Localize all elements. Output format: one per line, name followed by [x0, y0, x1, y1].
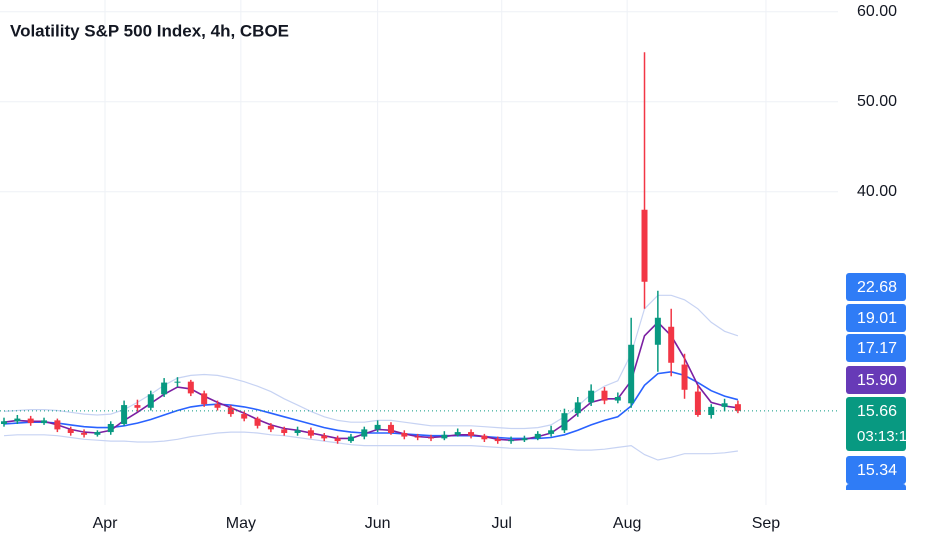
price-label-box — [846, 397, 906, 451]
candle-body — [721, 403, 728, 407]
candle-body — [121, 405, 128, 424]
countdown-label: 03:13:17 — [857, 428, 915, 445]
candle-body — [574, 402, 581, 414]
price-axis: 40.00 50.00 60.00 22.68 19.01 17.17 15.90 15.66… — [846, 3, 915, 507]
price-label: 15.66 — [857, 403, 897, 420]
candle-body — [681, 364, 688, 390]
price-label-box — [846, 334, 906, 362]
price-label: 17.17 — [857, 340, 897, 357]
candle-body — [281, 429, 288, 433]
y-tick-label: 50.00 — [857, 93, 897, 110]
x-tick-label: Jul — [492, 515, 512, 532]
candle-body — [734, 404, 741, 411]
candle-body — [227, 407, 234, 415]
grid — [0, 0, 838, 505]
candle-body — [387, 424, 394, 433]
chart-title: Volatility S&P 500 Index, 4h, CBOE — [10, 21, 289, 40]
candle-body — [654, 317, 661, 345]
candle-body — [214, 404, 221, 408]
candle-body — [174, 381, 181, 383]
candle-body — [81, 432, 88, 435]
candle-body — [27, 418, 34, 424]
candle-body — [14, 418, 21, 422]
price-label: 11.66 — [857, 490, 896, 507]
candle-body — [107, 423, 114, 433]
candle-body — [401, 432, 408, 437]
candle-body — [147, 394, 154, 408]
price-label-box — [846, 484, 906, 490]
candle-body — [307, 430, 314, 436]
candle-body — [161, 382, 168, 395]
candle-body — [468, 432, 475, 436]
candle-body — [588, 390, 595, 403]
indicator-line — [3, 370, 739, 440]
price-label-box — [846, 304, 906, 332]
price-label-box — [846, 456, 906, 484]
candle-body — [361, 429, 368, 437]
candle-body — [481, 435, 488, 440]
candle-body — [454, 432, 461, 435]
candle-body — [1, 421, 8, 424]
candle-body — [441, 434, 448, 439]
candle-body — [694, 391, 701, 415]
candle-body — [548, 430, 555, 434]
indicator-line — [3, 321, 739, 442]
candle-body — [494, 439, 501, 442]
candle-body — [508, 440, 515, 442]
y-tick-label: 60.00 — [857, 3, 897, 20]
x-tick-label: Jun — [365, 515, 391, 532]
price-label: 19.01 — [857, 310, 897, 327]
candle-body — [41, 420, 48, 424]
candle-body — [67, 429, 74, 433]
price-label-box — [846, 273, 906, 301]
candle-body — [668, 326, 675, 363]
candle-body — [254, 418, 261, 426]
indicator-line — [3, 431, 738, 461]
candle-body — [428, 437, 435, 439]
candle-body — [241, 414, 248, 419]
candle-body — [54, 420, 61, 430]
candle-body — [94, 432, 101, 435]
candle-body — [521, 438, 528, 441]
candle-body — [641, 209, 648, 282]
candle-body — [334, 438, 341, 442]
price-label-box — [846, 366, 906, 394]
candle-body — [347, 436, 354, 442]
candle-body — [601, 390, 608, 401]
x-tick-label: May — [226, 515, 256, 532]
x-tick-label: Sep — [752, 515, 781, 532]
candle-body — [614, 396, 621, 401]
plot-area — [0, 52, 838, 461]
candle-body — [294, 430, 301, 433]
candle-body — [201, 393, 208, 405]
candle-body — [374, 424, 381, 430]
x-tick-label: Apr — [93, 515, 119, 532]
price-label: 15.90 — [857, 372, 897, 389]
y-tick-label: 40.00 — [857, 183, 897, 200]
candle-body — [267, 425, 274, 430]
candle-body — [708, 406, 715, 415]
candle-body — [414, 436, 421, 438]
candle-body — [628, 344, 635, 404]
candle-body — [534, 433, 541, 439]
price-label: 22.68 — [857, 279, 897, 296]
candle-body — [187, 381, 194, 394]
price-label: 15.34 — [857, 462, 897, 479]
candle-body — [561, 413, 568, 431]
candle-body — [321, 435, 328, 439]
candle-body — [134, 405, 141, 408]
x-tick-label: Aug — [613, 515, 641, 532]
